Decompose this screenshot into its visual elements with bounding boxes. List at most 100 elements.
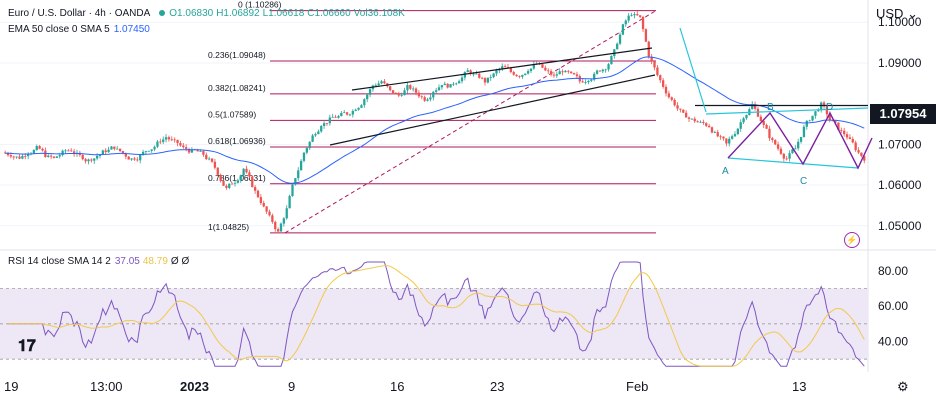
candle-body [222, 180, 225, 186]
candle-body [167, 137, 171, 140]
candle-body [24, 156, 27, 157]
candle-body [601, 69, 604, 72]
candle-body [590, 79, 593, 81]
candle-body [412, 88, 415, 90]
candle-body [840, 130, 843, 131]
candle-body [21, 156, 24, 159]
candle-body [225, 185, 228, 188]
tradingview-logo-icon[interactable]: 𝟏𝟕 [18, 338, 36, 355]
harmonic-pattern-line [727, 111, 873, 170]
candle-body [391, 90, 395, 94]
candle-body [693, 118, 696, 122]
pattern-top-line [705, 107, 869, 115]
candle-body [478, 73, 481, 78]
candle-body [501, 66, 504, 69]
candle-body [351, 110, 354, 115]
candle-body [509, 68, 513, 73]
candle-body [831, 120, 834, 122]
candle-body [549, 71, 553, 75]
candle-body [406, 85, 409, 91]
candle-body [12, 156, 15, 158]
candle-body [722, 136, 725, 139]
rsi-tick-label: 80.00 [878, 264, 908, 278]
candle-body [457, 81, 461, 84]
close-value: C1.06660 [307, 8, 351, 19]
candle-body [785, 158, 788, 160]
candle-body [532, 64, 535, 69]
symbol-header[interactable]: Euro / U.S. Dollar · 4h · OANDA O1.06830 H… [8, 8, 408, 19]
price-axis[interactable]: 1.10000 1.09000 1.07000 1.06000 1.05000 [878, 15, 922, 233]
symbol-title[interactable]: Euro / U.S. Dollar · 4h · OANDA [8, 8, 151, 19]
candle-body [374, 85, 377, 87]
candle-body [118, 148, 122, 152]
candle-body [139, 154, 142, 161]
candle-body [705, 123, 708, 126]
candle-body [153, 146, 156, 150]
candle-body [343, 112, 346, 114]
candle-body [199, 151, 202, 152]
candle-body [751, 104, 754, 110]
upper-channel-line [351, 47, 653, 91]
candle-body [104, 150, 107, 153]
candle-body [719, 136, 722, 138]
fibonacci-retracement[interactable]: 0 (1.10286) 0.236(1.09048) 0.382(1.08241) 0… [208, 0, 657, 234]
candle-body [639, 15, 642, 17]
candle-body [216, 167, 219, 175]
candle-body [337, 116, 340, 118]
candle-body [863, 156, 866, 161]
candle-body [242, 168, 245, 176]
candle-body [26, 153, 30, 157]
candle-body [437, 87, 441, 91]
candle-body [322, 123, 326, 127]
candle-body [607, 64, 610, 70]
candle-body [159, 141, 162, 143]
candle-body [377, 83, 380, 86]
rsi-tick-label: 60.00 [878, 299, 908, 313]
fib-level-label: 0.786(1.06031) [208, 173, 266, 183]
candle-body [87, 159, 90, 162]
candle-body [593, 73, 596, 80]
currency-selector[interactable]: USD ⌄ [876, 6, 918, 22]
candle-body [797, 141, 800, 149]
candle-body [587, 80, 590, 83]
candle-body [492, 73, 495, 78]
candle-body [136, 159, 139, 161]
candle-body [58, 155, 61, 157]
candle-body [653, 61, 656, 68]
candle-body [72, 151, 76, 155]
ema-legend[interactable]: EMA 50 close 0 SMA 5 1.07450 [8, 24, 150, 35]
gear-icon[interactable]: ⚙ [897, 379, 909, 394]
candle-body [107, 149, 110, 153]
candle-body [205, 154, 208, 160]
candle-body [366, 94, 369, 100]
candle-body [802, 126, 806, 138]
trendline-drawings[interactable]: A B C D [329, 27, 873, 187]
rsi-legend[interactable]: RSI 14 close SMA 14 2 37.05 48.79 Ø Ø [8, 256, 189, 267]
time-axis[interactable]: 19 13:00 2023 9 16 23 Feb 13 [4, 379, 806, 394]
rsi-sma-line [8, 265, 865, 367]
candle-body [18, 156, 21, 159]
candle-body [248, 172, 251, 177]
lightning-icon[interactable]: ⚡ [844, 232, 860, 248]
candle-body [503, 66, 507, 68]
candle-body [213, 161, 217, 168]
candle-body [409, 85, 412, 89]
candle-body [302, 152, 306, 161]
candle-body [113, 146, 116, 149]
candle-body [47, 155, 50, 157]
rsi-extra: Ø Ø [170, 256, 190, 267]
candle-body [61, 150, 64, 156]
candle-body [817, 110, 820, 112]
candle-body [541, 64, 544, 68]
candle-body [35, 146, 38, 151]
candle-body [627, 15, 630, 21]
candle-body [196, 149, 199, 152]
candle-body [684, 112, 688, 118]
rsi-pane[interactable]: 80.00 60.00 40.00 [0, 261, 908, 367]
candle-body [857, 150, 860, 153]
candle-body [228, 183, 231, 188]
candle-body [389, 86, 392, 91]
candle-body [828, 114, 831, 121]
candle-body [768, 128, 771, 139]
